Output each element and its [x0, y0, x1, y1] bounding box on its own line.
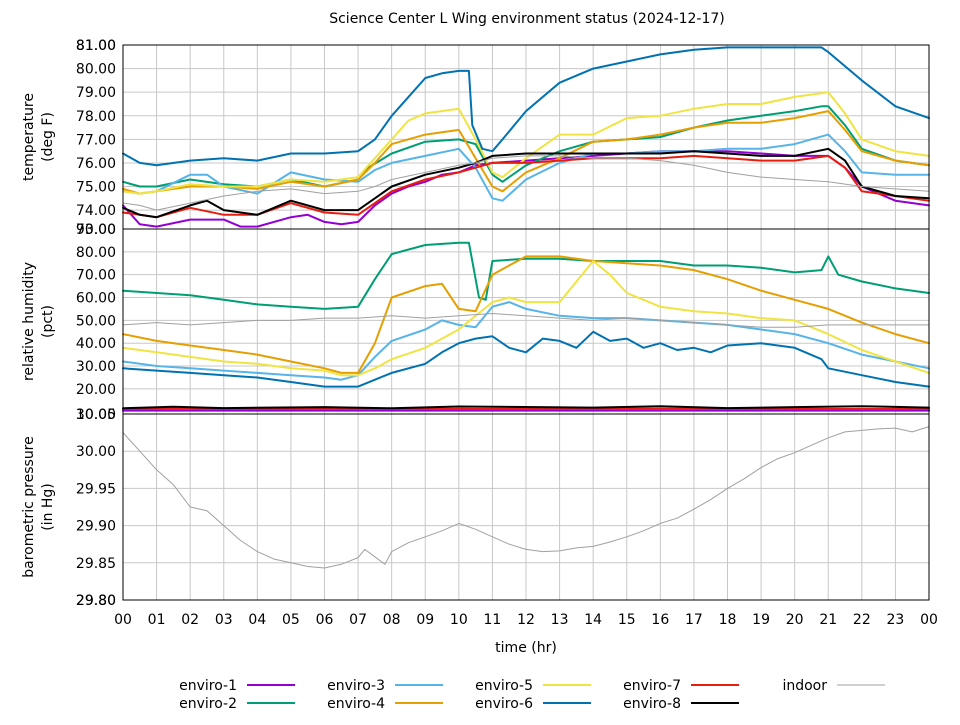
legend-label-enviro-7: enviro-7	[623, 678, 681, 694]
x-tick-label: 18	[719, 612, 737, 628]
y-tick-label: 75.00	[76, 180, 116, 196]
x-tick-label: 07	[349, 612, 367, 628]
y-axis-title-line: (in Hg)	[40, 483, 56, 531]
legend-label-enviro-4: enviro-4	[327, 696, 385, 712]
x-tick-label: 13	[551, 612, 569, 628]
y-tick-label: 50.00	[76, 313, 116, 329]
x-tick-label: 06	[316, 612, 334, 628]
y-tick-label: 77.00	[76, 132, 116, 148]
legend-label-enviro-2: enviro-2	[179, 696, 237, 712]
legend-label-enviro-5: enviro-5	[475, 678, 533, 694]
x-tick-label: 21	[819, 612, 837, 628]
legend-label-enviro-3: enviro-3	[327, 678, 385, 694]
x-tick-label: 10	[450, 612, 468, 628]
x-tick-label: 00	[114, 612, 132, 628]
x-tick-label: 09	[416, 612, 434, 628]
y-axis-title-line: (pct)	[40, 305, 56, 338]
y-tick-label: 70.00	[76, 268, 116, 284]
chart-title: Science Center L Wing environment status…	[329, 11, 725, 27]
y-tick-label: 79.00	[76, 85, 116, 101]
y-tick-label: 76.00	[76, 156, 116, 172]
y-tick-label: 29.95	[76, 481, 116, 497]
x-tick-label: 16	[651, 612, 669, 628]
y-tick-label: 40.00	[76, 336, 116, 352]
y-tick-label: 29.85	[76, 556, 116, 572]
y-tick-label: 80.00	[76, 62, 116, 78]
legend-label-indoor: indoor	[782, 678, 827, 694]
x-tick-label: 05	[282, 612, 300, 628]
y-tick-label-top: 90.00	[76, 222, 116, 238]
x-tick-label: 00	[920, 612, 938, 628]
x-tick-label: 12	[517, 612, 535, 628]
x-tick-label: 20	[786, 612, 804, 628]
y-tick-label-top: 81.00	[76, 38, 116, 54]
x-tick-label: 14	[584, 612, 602, 628]
y-tick-label: 29.90	[76, 519, 116, 535]
y-tick-label-bottom: 29.80	[76, 593, 116, 609]
x-tick-label: 01	[148, 612, 166, 628]
x-tick-label: 02	[181, 612, 199, 628]
legend-label-enviro-8: enviro-8	[623, 696, 681, 712]
y-axis-title-line: relative humidity	[21, 262, 37, 381]
y-tick-label: 74.00	[76, 203, 116, 219]
y-tick-label: 78.00	[76, 109, 116, 125]
x-tick-label: 22	[853, 612, 871, 628]
y-axis-title-line: (deg F)	[40, 112, 56, 162]
y-tick-label-top: 30.05	[76, 407, 116, 423]
x-tick-label: 17	[685, 612, 703, 628]
y-tick-label: 60.00	[76, 291, 116, 307]
x-axis-title: time (hr)	[495, 640, 557, 656]
y-tick-label: 30.00	[76, 359, 116, 375]
y-tick-label: 20.00	[76, 382, 116, 398]
x-tick-label: 23	[887, 612, 905, 628]
y-axis-title-line: temperature	[21, 93, 37, 181]
x-tick-label: 04	[248, 612, 266, 628]
legend-label-enviro-1: enviro-1	[179, 678, 237, 694]
legend-label-enviro-6: enviro-6	[475, 696, 533, 712]
y-tick-label: 80.00	[76, 245, 116, 261]
x-tick-label: 15	[618, 612, 636, 628]
x-tick-label: 03	[215, 612, 233, 628]
y-axis-title-line: barometric pressure	[21, 436, 37, 577]
y-tick-label: 30.00	[76, 444, 116, 460]
x-tick-label: 08	[383, 612, 401, 628]
x-tick-label: 19	[752, 612, 770, 628]
x-tick-label: 11	[484, 612, 502, 628]
